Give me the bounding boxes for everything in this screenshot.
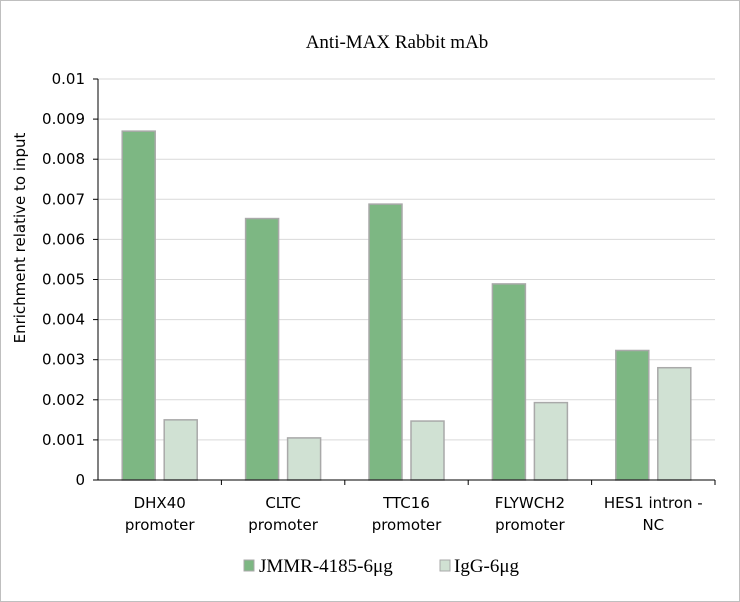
legend-label-igg: IgG-6μg (454, 556, 520, 577)
x-tick-label: TTC16 (382, 494, 430, 512)
axes (93, 78, 716, 485)
bar-igg-2 (410, 420, 445, 481)
x-tick-label: promoter (125, 516, 195, 534)
bar-jmmr-1 (244, 217, 280, 481)
x-tick-label: promoter (248, 516, 318, 534)
y-axis-label: Enrichment relative to input (11, 132, 29, 343)
legend-label-jmmr: JMMR-4185-6μg (259, 556, 393, 577)
x-tick-label: NC (642, 516, 664, 534)
bar-igg-4 (657, 366, 692, 481)
x-tick-label: promoter (495, 516, 565, 534)
y-tick-label: 0.009 (42, 110, 85, 128)
y-tick-label: 0.006 (42, 230, 85, 248)
bars (121, 130, 692, 481)
bar-jmmr-4 (615, 349, 650, 481)
x-tick-label: HES1 intron - (604, 494, 703, 512)
y-tick-label: 0.002 (42, 391, 85, 409)
y-tick-label: 0.005 (42, 271, 85, 289)
x-tick-label: DHX40 (134, 494, 186, 512)
legend: JMMR-4185-6μg IgG-6μg (243, 556, 520, 577)
x-tick-label: promoter (372, 516, 442, 534)
y-tick-label: 0.007 (42, 190, 85, 208)
y-tick-label: 0.001 (42, 431, 85, 449)
y-tick-label: 0 (75, 471, 85, 489)
legend-swatch-jmmr (243, 559, 255, 572)
bar-igg-3 (533, 401, 569, 481)
bar-igg-1 (286, 437, 322, 481)
y-tick-label: 0.008 (42, 150, 85, 168)
x-tick-label: FLYWCH2 (495, 494, 565, 512)
bar-jmmr-0 (121, 130, 156, 481)
y-tick-label: 0.004 (42, 311, 85, 329)
bar-igg-0 (163, 419, 198, 481)
x-tick-label: CLTC (265, 494, 301, 512)
chart-title: Anti-MAX Rabbit mAb (306, 32, 489, 53)
gridlines (98, 78, 715, 441)
y-tick-label: 0.01 (52, 70, 85, 88)
x-tick-labels: DHX40 promoter CLTC promoter TTC16 promoter FL… (125, 494, 703, 534)
bar-jmmr-2 (368, 203, 403, 481)
y-tick-label: 0.003 (42, 351, 85, 369)
bar-jmmr-3 (491, 283, 527, 481)
legend-swatch-igg (439, 559, 451, 572)
y-tick-labels: 0 0.001 0.002 0.003 0.004 0.005 0.006 0.007 0.00… (42, 70, 85, 489)
